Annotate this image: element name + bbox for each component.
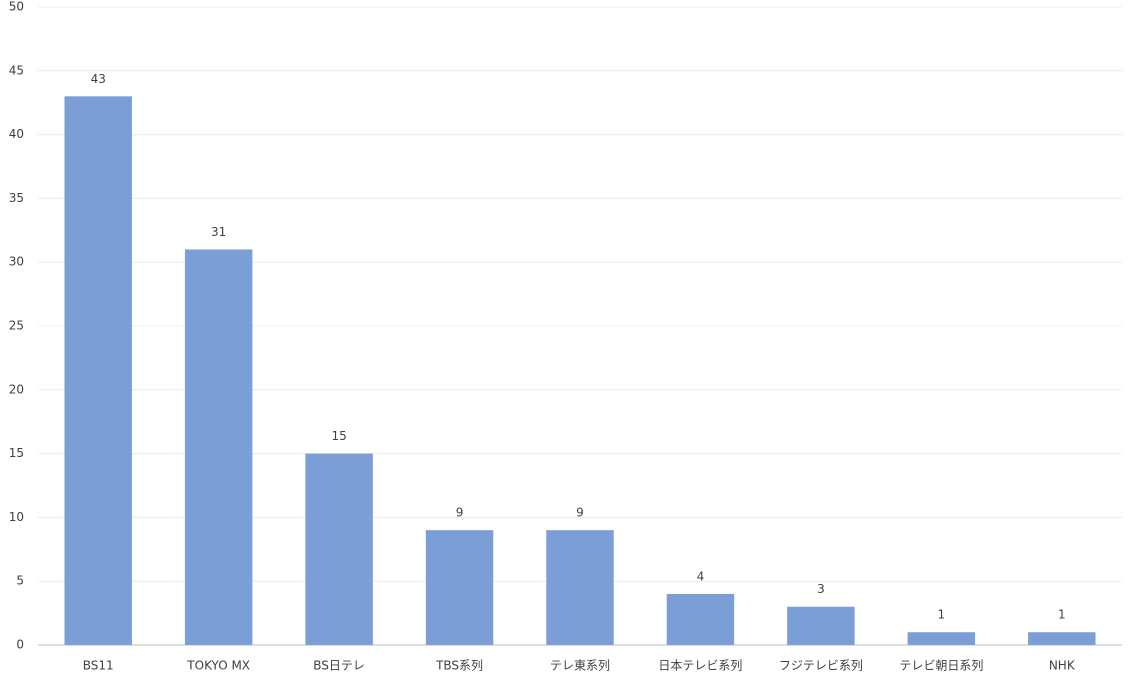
y-tick-label: 25	[9, 319, 24, 333]
bar	[907, 632, 976, 645]
data-label: 43	[91, 72, 106, 86]
x-tick-label: 日本テレビ系列	[658, 659, 742, 673]
x-tick-label: テレ東系列	[550, 659, 610, 673]
data-label: 9	[576, 506, 584, 520]
y-tick-label: 10	[9, 510, 24, 524]
x-tick-label: フジテレビ系列	[779, 659, 863, 673]
y-tick-label: 5	[16, 574, 24, 588]
x-tick-label: TOKYO MX	[186, 659, 250, 673]
y-tick-label: 45	[9, 63, 24, 77]
bar	[64, 96, 132, 645]
bar	[546, 530, 614, 645]
bar	[1028, 632, 1096, 645]
y-tick-label: 50	[9, 0, 24, 14]
bar	[425, 530, 494, 645]
data-label: 1	[1058, 608, 1066, 622]
y-tick-label: 40	[9, 127, 24, 141]
data-label: 1	[938, 608, 946, 622]
x-tick-label: NHK	[1049, 659, 1076, 673]
bar	[787, 606, 855, 645]
x-tick-label: TBS系列	[435, 659, 483, 673]
data-label: 3	[817, 582, 825, 596]
bar	[666, 593, 735, 645]
data-label: 15	[331, 429, 346, 443]
x-tick-label: BS日テレ	[313, 659, 365, 673]
data-label: 31	[211, 225, 226, 239]
data-label: 9	[456, 506, 464, 520]
bar	[305, 453, 373, 645]
bar	[184, 249, 253, 645]
y-tick-label: 0	[16, 638, 24, 652]
y-tick-label: 35	[9, 191, 24, 205]
data-label: 4	[697, 569, 705, 583]
y-tick-label: 20	[9, 382, 24, 396]
y-tick-label: 15	[9, 446, 24, 460]
x-tick-label: テレビ朝日系列	[899, 659, 983, 673]
y-tick-label: 30	[9, 255, 24, 269]
x-tick-label: BS11	[83, 659, 114, 673]
